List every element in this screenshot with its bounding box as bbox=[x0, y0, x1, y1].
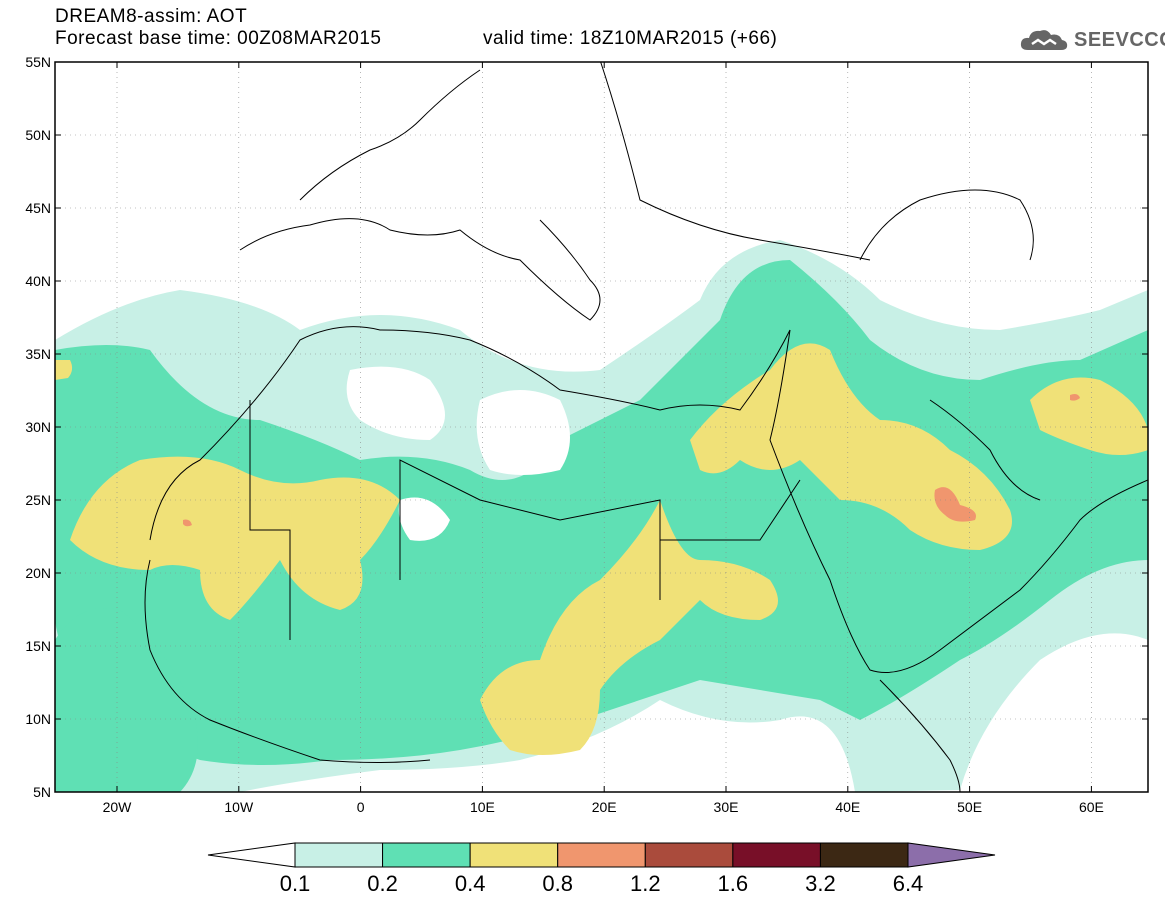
colorbar-swatch bbox=[557, 842, 646, 868]
lat-tick-label: 35N bbox=[25, 346, 51, 362]
seevccc-logo: SEEVCCC bbox=[1018, 24, 1165, 56]
aot-clear-mauritania bbox=[398, 497, 450, 541]
colorbar-label: 1.6 bbox=[718, 871, 749, 896]
colorbar-swatch bbox=[819, 842, 909, 868]
colorbar-label: 0.1 bbox=[280, 871, 311, 896]
aot-clear-algeria bbox=[346, 366, 445, 440]
map-title: DREAM8-assim: AOT bbox=[55, 6, 248, 27]
aot-clear-libya bbox=[476, 390, 570, 475]
aot-peak-iran bbox=[1070, 394, 1080, 401]
cloud-icon bbox=[1020, 30, 1068, 50]
aot-patch-west-africa bbox=[70, 456, 400, 620]
aot-contours bbox=[55, 62, 1148, 792]
lon-tick-label: 0 bbox=[357, 799, 365, 815]
lat-tick-label: 20N bbox=[25, 565, 51, 581]
colorbar-high-arrow bbox=[907, 842, 996, 868]
lat-tick-label: 40N bbox=[25, 273, 51, 289]
logo-text: SEEVCCC bbox=[1074, 28, 1165, 51]
colorbar-low-arrow bbox=[207, 842, 296, 868]
colorbar-label: 1.2 bbox=[630, 871, 661, 896]
colorbar-label: 6.4 bbox=[893, 871, 924, 896]
latitude-axis: 55N 50N 45N 40N 35N 30N 25N 20N 15N 10N 5N bbox=[25, 54, 1148, 800]
colorbar-label: 0.2 bbox=[367, 871, 398, 896]
aot-band-mid bbox=[55, 260, 1148, 765]
lon-tick-label: 10W bbox=[224, 799, 254, 815]
aot-patch-iran bbox=[1030, 377, 1148, 455]
forecast-base-time: Forecast base time: 00Z08MAR2015 bbox=[55, 28, 382, 49]
lat-tick-label: 45N bbox=[25, 200, 51, 216]
lon-tick-label: 40E bbox=[835, 799, 860, 815]
aot-band-mid-west bbox=[55, 608, 198, 792]
title-block: DREAM8-assim: AOT Forecast base time: 00… bbox=[55, 6, 382, 50]
lat-tick-label: 15N bbox=[25, 638, 51, 654]
colorbar-label: 3.2 bbox=[805, 871, 836, 896]
colorbar-swatch bbox=[469, 842, 559, 868]
lat-tick-label: 10N bbox=[25, 711, 51, 727]
aot-peak-gulf bbox=[934, 487, 976, 522]
colorbar-swatch bbox=[644, 842, 734, 868]
colorbar: 0.1 0.2 0.4 0.8 1.2 1.6 3.2 6.4 bbox=[207, 842, 996, 896]
colorbar-label: 0.4 bbox=[455, 871, 486, 896]
aot-patch-arabia bbox=[690, 343, 1012, 550]
lat-tick-label: 50N bbox=[25, 127, 51, 143]
lon-tick-label: 10E bbox=[470, 799, 495, 815]
lon-tick-label: 50E bbox=[957, 799, 982, 815]
aot-peak-sahara bbox=[183, 519, 192, 527]
aot-patch-central-africa bbox=[480, 500, 778, 755]
lon-tick-label: 30E bbox=[714, 799, 739, 815]
aot-patch-morocco-coast bbox=[55, 360, 73, 380]
coastlines bbox=[144, 62, 1148, 792]
colorbar-swatch bbox=[732, 842, 821, 868]
lat-tick-label: 5N bbox=[33, 784, 51, 800]
colorbar-label: 0.8 bbox=[542, 871, 573, 896]
colorbar-swatch bbox=[382, 842, 471, 868]
lat-tick-label: 25N bbox=[25, 492, 51, 508]
lat-tick-label: 30N bbox=[25, 419, 51, 435]
lat-tick-label: 55N bbox=[25, 54, 51, 70]
longitude-axis: 20W 10W 0 10E 20E 30E 40E 50E 60E bbox=[103, 62, 1104, 815]
graticule bbox=[55, 62, 1148, 792]
colorbar-swatch bbox=[294, 842, 384, 868]
valid-time: valid time: 18Z10MAR2015 (+66) bbox=[483, 28, 778, 49]
lon-tick-label: 20W bbox=[103, 799, 133, 815]
lon-tick-label: 60E bbox=[1079, 799, 1104, 815]
lon-tick-label: 20E bbox=[592, 799, 617, 815]
